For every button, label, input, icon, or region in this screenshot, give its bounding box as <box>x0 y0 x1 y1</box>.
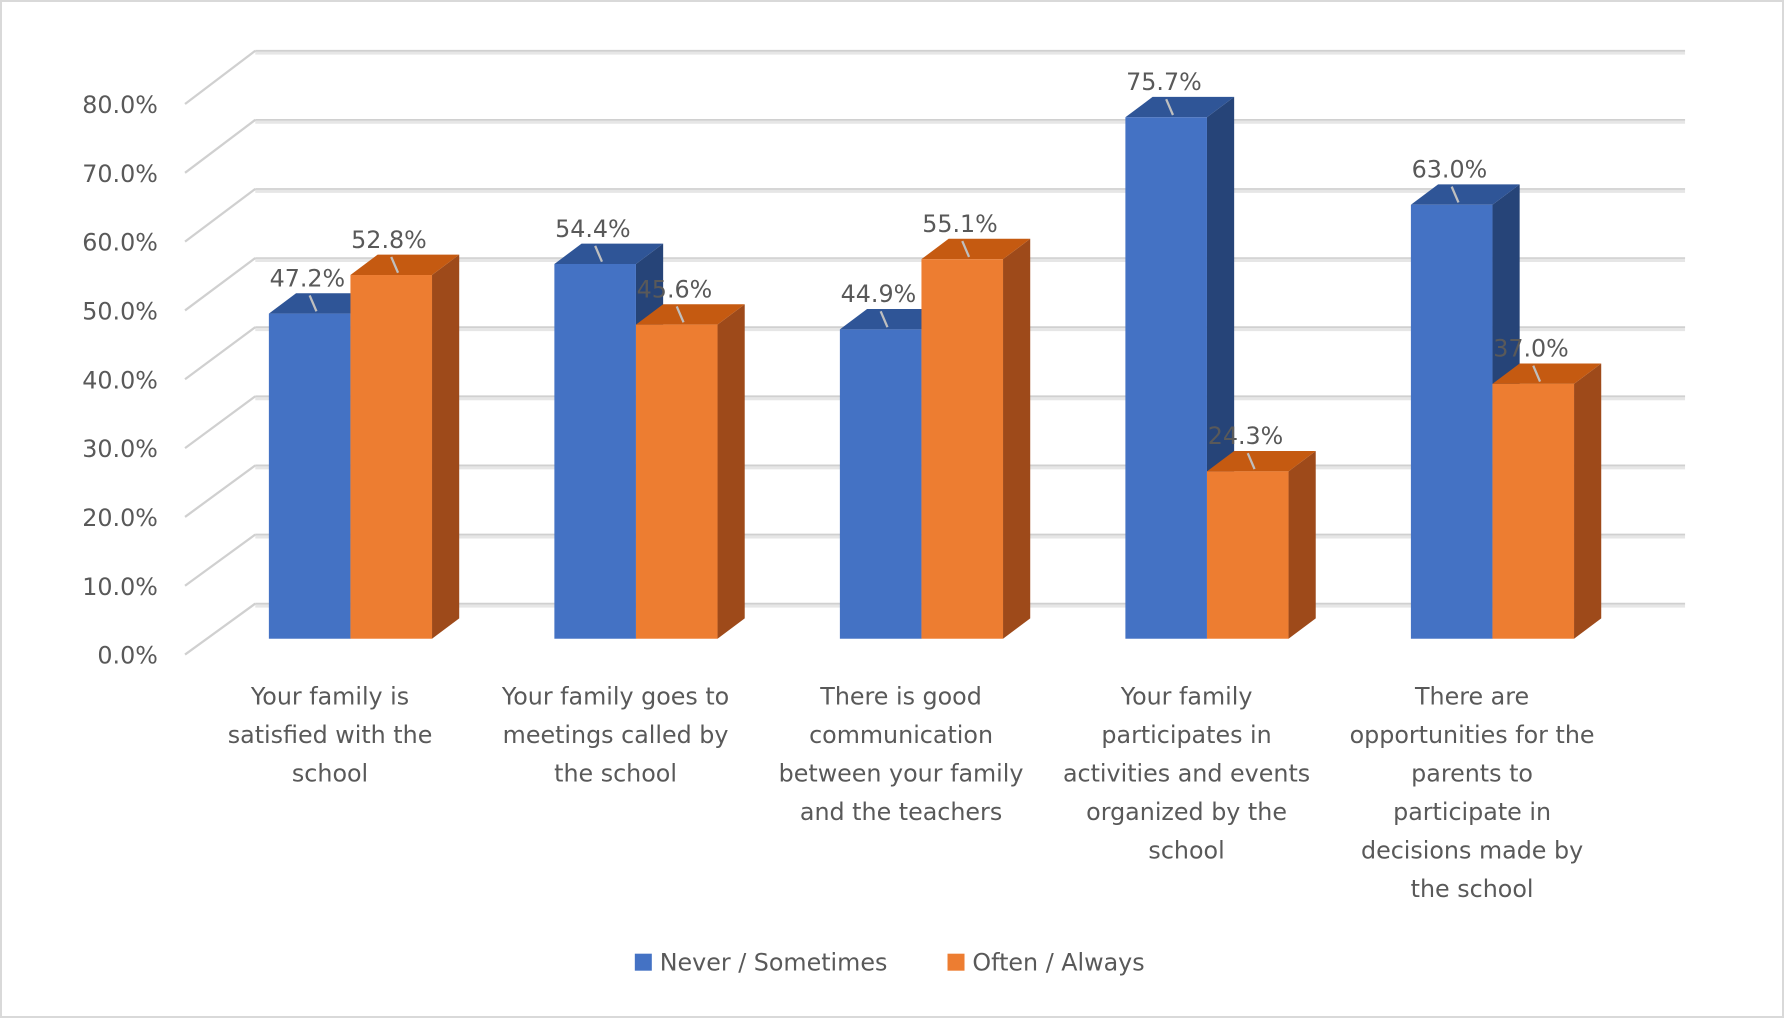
bar-side <box>717 304 745 639</box>
data-label-leader <box>390 256 400 274</box>
x-category-label: the school <box>1411 875 1534 903</box>
data-label: 24.3% <box>1208 422 1284 450</box>
data-label: 55.1% <box>922 210 998 238</box>
data-label: 44.9% <box>841 280 917 308</box>
y-tick-label: 20.0% <box>82 504 158 532</box>
bar-side <box>1003 238 1031 639</box>
bar-often-always <box>350 275 433 639</box>
x-category-label: Your family is <box>250 682 409 710</box>
x-category-label: Your family <box>1120 682 1253 710</box>
bar-side <box>432 254 460 639</box>
bar-never-sometimes <box>554 263 636 639</box>
y-tick-label: 10.0% <box>82 573 158 601</box>
gridline-floor-diagonal <box>184 49 256 105</box>
data-label-leader <box>594 245 604 263</box>
x-category-label: communication <box>809 721 993 749</box>
bar-never-sometimes <box>268 313 351 639</box>
x-category-label: school <box>292 759 368 787</box>
gridline-floor-diagonal <box>184 464 256 518</box>
data-label: 54.4% <box>555 215 631 243</box>
data-label-leader <box>675 306 685 323</box>
data-label: 52.8% <box>351 226 427 254</box>
gridline-floor-diagonal <box>184 326 256 381</box>
y-tick-label: 50.0% <box>82 298 158 326</box>
bar-top <box>554 243 664 264</box>
x-category-label: activities and events <box>1063 759 1310 787</box>
gridline-floor-diagonal <box>184 257 256 312</box>
bar-side <box>1574 363 1602 639</box>
y-tick-label: 60.0% <box>82 229 158 257</box>
legend-swatch <box>947 953 965 971</box>
bar-often-always <box>921 259 1004 639</box>
x-category-label: There are <box>1414 682 1529 710</box>
x-category-label: school <box>1148 837 1224 865</box>
gridline-floor-diagonal <box>184 188 256 243</box>
data-label: 37.0% <box>1493 335 1569 363</box>
bar-top <box>635 304 745 325</box>
data-label-leader <box>1450 186 1460 203</box>
y-tick-label: 80.0% <box>82 91 158 119</box>
data-label-leader <box>1532 365 1542 383</box>
x-category-label: between your family <box>779 759 1024 787</box>
bar-often-always <box>1206 471 1289 639</box>
x-category-label: participates in <box>1101 721 1271 749</box>
x-category-label: Your family goes to <box>501 682 729 710</box>
bar-never-sometimes <box>1125 117 1207 639</box>
bar-top <box>1492 363 1602 384</box>
bar-side <box>1288 450 1316 639</box>
data-label: 45.6% <box>637 275 713 303</box>
x-category-label: organized by the <box>1086 798 1287 826</box>
bar-top <box>1410 184 1520 205</box>
legend-swatch <box>634 953 652 971</box>
data-label: 63.0% <box>1412 156 1488 184</box>
x-category-label: decisions made by <box>1361 837 1583 865</box>
bar-top <box>350 254 460 276</box>
bar-top <box>1206 450 1316 472</box>
data-label-leader <box>961 240 971 258</box>
data-label-leader <box>1165 98 1175 116</box>
legend-label: Often / Always <box>972 949 1144 977</box>
data-label: 47.2% <box>270 264 346 292</box>
gridline-floor-diagonal <box>184 533 256 587</box>
y-tick-label: 30.0% <box>82 435 158 463</box>
gridline-floor-diagonal <box>184 118 256 174</box>
y-tick-label: 40.0% <box>82 366 158 394</box>
data-label-leader <box>1246 452 1256 470</box>
x-category-label: parents to <box>1411 759 1533 787</box>
bar-never-sometimes <box>839 329 922 639</box>
bar-often-always <box>1492 383 1575 639</box>
gridline-floor-diagonal <box>184 602 256 656</box>
bar-often-always <box>635 324 718 639</box>
gridline-floor-diagonal <box>184 395 256 450</box>
x-category-label: the school <box>554 759 677 787</box>
x-category-label: satisfied with the <box>228 721 433 749</box>
y-tick-label: 70.0% <box>82 160 158 188</box>
x-category-label: and the teachers <box>800 798 1002 826</box>
data-label: 75.7% <box>1126 68 1202 96</box>
bar-top <box>921 238 1031 260</box>
x-category-label: participate in <box>1393 798 1551 826</box>
x-category-label: opportunities for the <box>1350 721 1595 749</box>
x-category-label: meetings called by <box>503 721 729 749</box>
data-label-leader <box>308 295 318 312</box>
bar-never-sometimes <box>1410 204 1493 639</box>
bar-top <box>1125 96 1235 118</box>
x-category-label: There is good <box>819 682 982 710</box>
data-label-leader <box>879 310 889 328</box>
y-tick-label: 0.0% <box>97 642 157 670</box>
legend-label: Never / Sometimes <box>660 949 888 977</box>
